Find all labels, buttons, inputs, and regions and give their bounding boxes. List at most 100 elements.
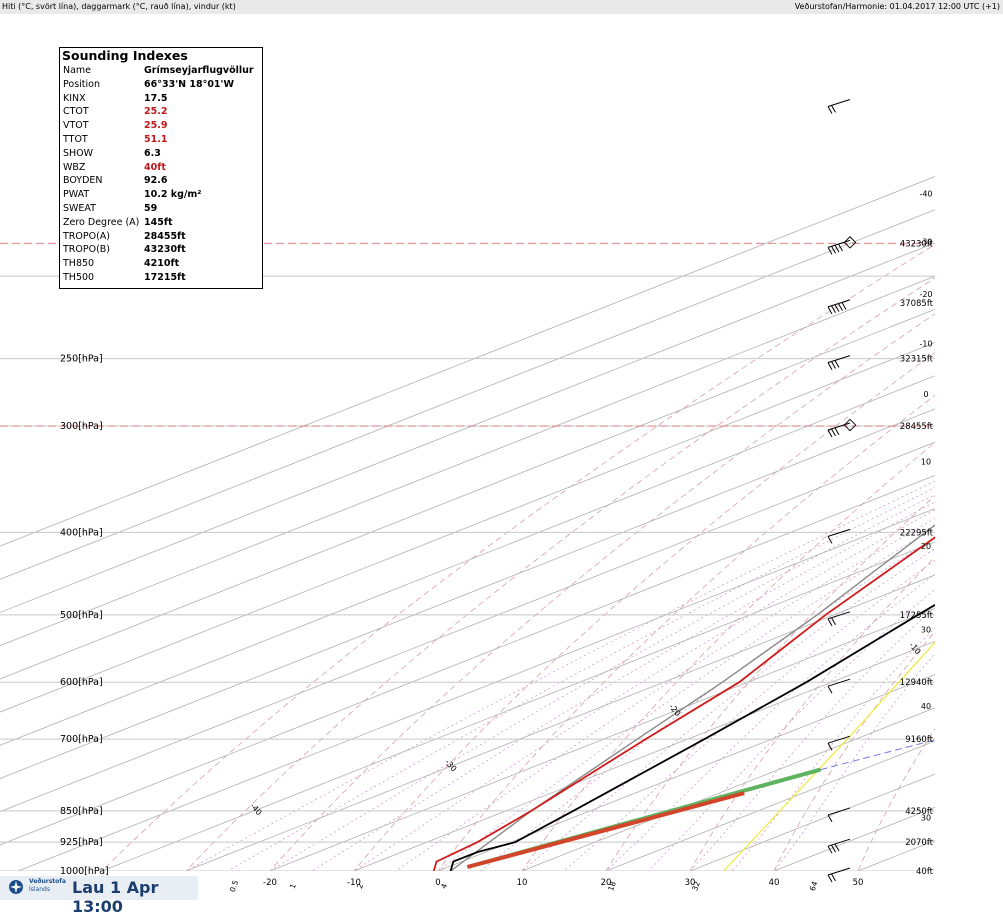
height-label: 37085ft [900, 299, 934, 309]
wind-barb-flag [832, 306, 836, 313]
wind-barb-flag [828, 619, 832, 626]
pressure-label: 850[hPa] [60, 806, 103, 817]
tropopause-marker [844, 237, 855, 248]
wind-barb-flag [835, 844, 839, 851]
wind-barb-flag [828, 106, 832, 113]
dry-adiabat-line [169, 20, 1003, 889]
height-label: 40ft [916, 867, 934, 877]
right-temperature-label: 0 [923, 390, 928, 399]
mixing-ratio-label: 18 [606, 880, 618, 892]
index-value: 25.2 [144, 105, 167, 119]
isotherm-line [606, 20, 1003, 871]
dry-adiabat-line [851, 20, 1003, 889]
wind-barb-flag [828, 430, 832, 437]
isotherm-label: -40 [248, 801, 263, 817]
isotherm-line [774, 20, 1003, 871]
height-label: 12940ft [900, 678, 934, 688]
index-row: TH850 4210ft [60, 257, 262, 271]
isotherm-line [942, 20, 1003, 871]
mixing-ratio-label: 32 [690, 880, 702, 892]
index-value: 17.5 [144, 92, 167, 106]
index-value: 17215ft [144, 271, 186, 285]
pressure-label: 925[hPa] [60, 837, 103, 848]
wind-barb [828, 356, 850, 370]
wind-barb [828, 99, 850, 113]
right-temperature-label: 40 [921, 702, 931, 711]
wind-barb-flag [832, 429, 836, 436]
right-temperature-label: -40 [919, 190, 932, 199]
valid-time-label: Lau 1 Apr 13:00 [72, 878, 198, 916]
wind-barb-staff [828, 868, 850, 875]
indexes-title: Sounding Indexes [60, 48, 262, 64]
index-row: TROPO(A) 28455ft [60, 230, 262, 244]
index-row: SHOW 6.3 [60, 147, 262, 161]
isotherm-line [270, 20, 1003, 871]
height-label: 43230ft [900, 239, 934, 249]
index-key: TH850 [63, 257, 94, 271]
index-value: 25.9 [144, 119, 167, 133]
index-row: KINX 17.5 [60, 92, 262, 106]
pressure-label: 500[hPa] [60, 610, 103, 621]
org-name-line1: Veðurstofa [29, 878, 66, 885]
wind-barb [828, 839, 850, 853]
wind-barb-flag [832, 618, 836, 625]
bottom-temperature-label: 40 [769, 878, 780, 888]
right-temperature-label: -10 [919, 340, 932, 349]
index-value: 4210ft [144, 257, 179, 271]
index-value: 92.6 [144, 174, 167, 188]
index-key: Zero Degree (A) [63, 216, 139, 230]
moist-adiabat-line [629, 170, 1003, 889]
index-key: TROPO(A) [63, 230, 110, 244]
index-key: KINX [63, 92, 86, 106]
wind-barb-flag [832, 105, 836, 112]
right-temperature-label: 10 [921, 457, 931, 466]
wind-barb-flag [828, 686, 832, 693]
height-label: 22295ft [900, 528, 934, 538]
wind-barb-flag [832, 362, 836, 369]
bottom-temperature-label: 10 [517, 878, 528, 888]
index-value: 28455ft [144, 230, 186, 244]
right-temperature-label: 20 [921, 542, 931, 551]
wind-barb-flag [828, 307, 832, 314]
index-value: 6.3 [144, 147, 161, 161]
index-value: 40ft [144, 161, 166, 175]
index-key: TTOT [63, 133, 88, 147]
dry-adiabat-line [510, 20, 1003, 889]
height-label: 4250ft [905, 807, 933, 817]
isotherm-label: -20 [667, 702, 682, 718]
index-key: BOYDEN [63, 174, 103, 188]
index-key: SHOW [63, 147, 93, 161]
wind-barb-flag [835, 360, 839, 367]
pressure-label: 700[hPa] [60, 734, 103, 745]
dry-adiabat-line [936, 20, 1003, 889]
pressure-label: 300[hPa] [60, 421, 103, 432]
index-value: 66°33'N 18°01'W [144, 78, 234, 92]
dry-adiabat-line [425, 20, 1003, 889]
moist-adiabat-line [673, 170, 1003, 889]
index-value: Grímseyjarflugvöllur [144, 64, 254, 78]
wind-barb-flag [832, 246, 836, 253]
wind-barb-flag [842, 303, 846, 310]
wind-barb [828, 300, 850, 314]
moist-adiabat-line [283, 170, 1003, 889]
bottom-temperature-label: 50 [853, 878, 864, 888]
wind-barb-flag [835, 428, 839, 435]
isotherm-line [186, 20, 1003, 871]
wind-barb-flag [832, 845, 836, 852]
mixing-ratio-label: 0.5 [228, 879, 241, 894]
index-key: CTOT [63, 105, 89, 119]
pressure-label: 250[hPa] [60, 354, 103, 365]
index-row: Zero Degree (A)145ft [60, 216, 262, 230]
wind-barb-staff [828, 99, 850, 106]
yellow-reference-line [724, 103, 1003, 872]
index-key: TROPO(B) [63, 243, 110, 257]
lifting-band-red [467, 793, 744, 867]
index-key: PWAT [63, 188, 89, 202]
height-label: 32315ft [900, 355, 934, 365]
wind-barb-flag [832, 874, 836, 881]
index-key: Position [63, 78, 100, 92]
